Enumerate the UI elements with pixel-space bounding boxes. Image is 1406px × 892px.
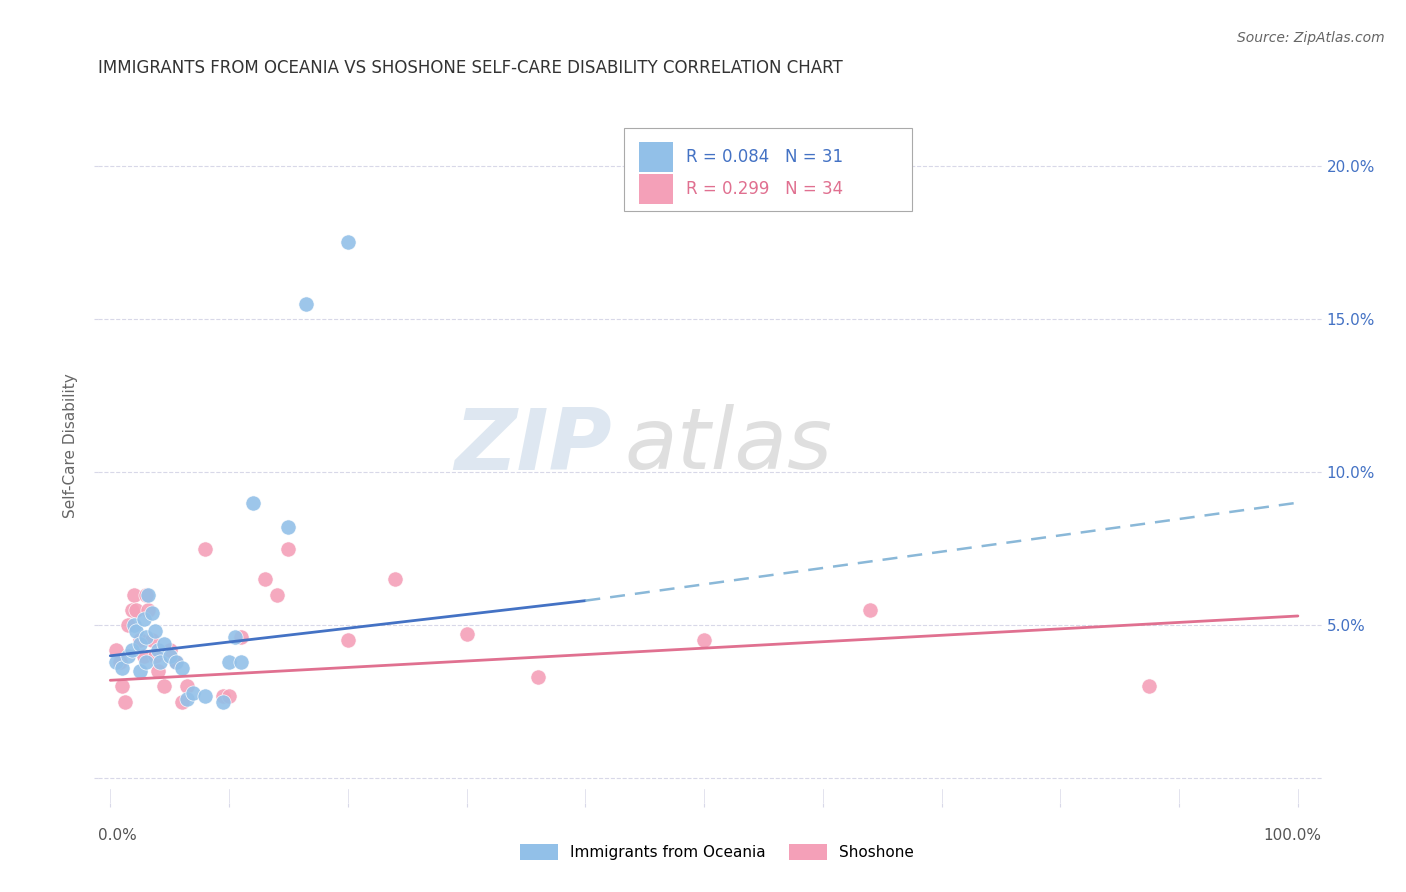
Point xyxy=(527,670,550,684)
Point xyxy=(125,603,148,617)
Point xyxy=(122,588,145,602)
Point xyxy=(108,655,131,669)
Point xyxy=(212,689,235,703)
Point xyxy=(145,648,167,663)
Point xyxy=(136,588,159,602)
Point xyxy=(176,680,198,694)
Point xyxy=(121,603,143,617)
Point xyxy=(253,572,276,586)
Point xyxy=(135,588,157,602)
Point xyxy=(114,695,136,709)
Point xyxy=(146,664,169,678)
Point xyxy=(218,689,240,703)
Point xyxy=(336,235,359,250)
Point xyxy=(152,680,174,694)
FancyBboxPatch shape xyxy=(640,174,673,204)
Point xyxy=(111,661,134,675)
Point xyxy=(859,603,882,617)
Y-axis label: Self-Care Disability: Self-Care Disability xyxy=(63,374,79,518)
Point xyxy=(105,642,128,657)
Point xyxy=(117,648,139,663)
Text: IMMIGRANTS FROM OCEANIA VS SHOSHONE SELF-CARE DISABILITY CORRELATION CHART: IMMIGRANTS FROM OCEANIA VS SHOSHONE SELF… xyxy=(98,59,844,77)
Point xyxy=(456,627,478,641)
Text: Source: ZipAtlas.com: Source: ZipAtlas.com xyxy=(1237,31,1385,45)
Point xyxy=(183,685,205,699)
Text: ZIP: ZIP xyxy=(454,404,612,488)
Text: atlas: atlas xyxy=(624,404,832,488)
Point xyxy=(165,655,187,669)
Point xyxy=(176,691,198,706)
Point xyxy=(129,664,152,678)
Point xyxy=(693,633,716,648)
Point xyxy=(336,633,359,648)
Text: R = 0.299   N = 34: R = 0.299 N = 34 xyxy=(686,180,842,198)
Point xyxy=(295,296,318,310)
Point xyxy=(132,612,155,626)
Point xyxy=(1139,680,1161,694)
Point xyxy=(121,642,143,657)
Point xyxy=(224,631,246,645)
Point xyxy=(159,648,181,663)
Point xyxy=(141,633,163,648)
Point xyxy=(229,631,252,645)
Point xyxy=(277,541,299,556)
Legend: Immigrants from Oceania, Shoshone: Immigrants from Oceania, Shoshone xyxy=(513,838,921,866)
Point xyxy=(229,655,252,669)
Point xyxy=(111,680,134,694)
Text: 100.0%: 100.0% xyxy=(1264,829,1322,844)
Point xyxy=(141,606,163,620)
Text: R = 0.084   N = 31: R = 0.084 N = 31 xyxy=(686,148,842,166)
Point xyxy=(125,624,148,639)
Point xyxy=(152,636,174,650)
Point xyxy=(384,572,406,586)
Point xyxy=(117,618,139,632)
Point xyxy=(212,695,235,709)
FancyBboxPatch shape xyxy=(624,128,912,211)
Point xyxy=(165,655,187,669)
Point xyxy=(170,661,193,675)
Point xyxy=(129,633,152,648)
Point xyxy=(159,642,181,657)
Point xyxy=(149,655,172,669)
Point xyxy=(145,624,167,639)
Point xyxy=(146,642,169,657)
Point xyxy=(242,496,264,510)
Point xyxy=(194,541,217,556)
Point xyxy=(135,631,157,645)
Point xyxy=(129,636,152,650)
Point xyxy=(170,695,193,709)
Point xyxy=(135,655,157,669)
Point xyxy=(122,618,145,632)
Point xyxy=(194,689,217,703)
Point xyxy=(218,655,240,669)
FancyBboxPatch shape xyxy=(640,142,673,172)
Point xyxy=(105,655,128,669)
Point xyxy=(136,603,159,617)
Point xyxy=(132,648,155,663)
Text: 0.0%: 0.0% xyxy=(98,829,138,844)
Point xyxy=(266,588,288,602)
Point xyxy=(277,520,299,534)
